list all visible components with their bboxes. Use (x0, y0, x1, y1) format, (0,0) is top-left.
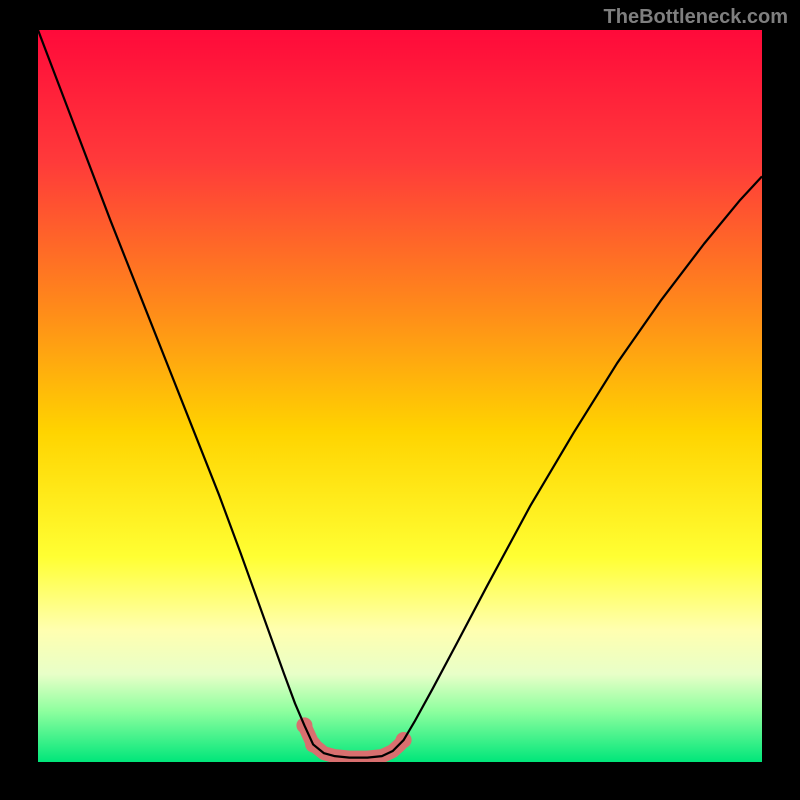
heat-gradient-background (38, 30, 762, 762)
plot-area (38, 30, 762, 762)
watermark-text: TheBottleneck.com (604, 6, 788, 29)
